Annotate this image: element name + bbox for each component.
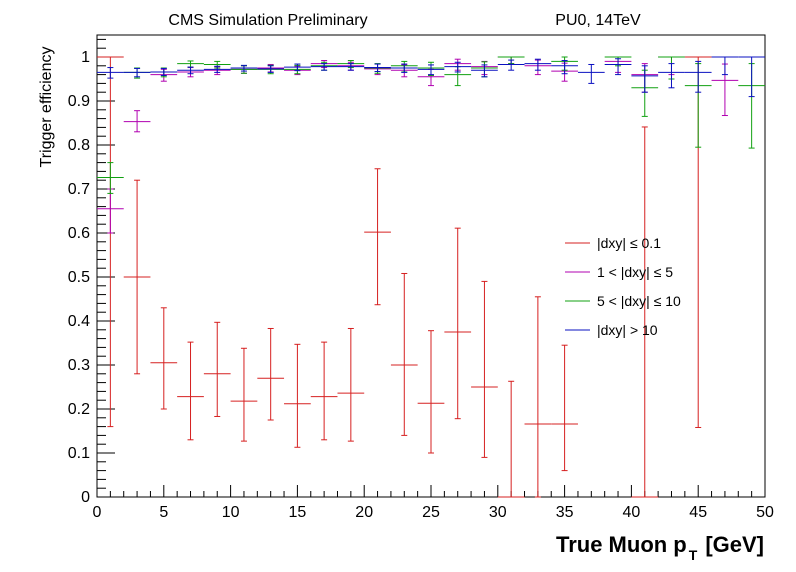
data-point (631, 65, 659, 93)
legend: |dxy| ≤ 0.1 1 < |dxy| ≤ 5 5 < |dxy| ≤ 10 |d… (565, 235, 681, 338)
y-tick-label: 0.3 (68, 357, 90, 374)
y-tick-label: 0.5 (68, 269, 90, 286)
data-point (364, 168, 391, 306)
y-tick-label: 0.1 (68, 445, 90, 462)
data-point (284, 343, 311, 448)
data-point (177, 60, 204, 68)
data-point (417, 64, 445, 76)
data-point (284, 63, 311, 72)
data-point (123, 67, 151, 78)
x-tick-label: 25 (422, 504, 440, 521)
data-point (551, 344, 578, 472)
y-tick-label: 0.7 (68, 181, 90, 198)
chart-title-left: CMS Simulation Preliminary (168, 12, 367, 29)
data-point (658, 63, 685, 89)
x-axis-label-unit: [GeV] (705, 532, 764, 557)
legend-label: |dxy| > 10 (597, 322, 658, 338)
data-point (230, 347, 258, 442)
data-point (471, 280, 498, 458)
data-point (551, 60, 578, 75)
y-axis-label: Trigger efficiency (38, 47, 55, 168)
series-0 (97, 56, 712, 498)
data-point (524, 296, 552, 498)
data-point (97, 56, 124, 428)
x-tick-label: 10 (222, 504, 240, 521)
data-point (257, 327, 285, 421)
data-point (631, 126, 659, 498)
data-point (390, 63, 418, 73)
data-series (97, 56, 765, 498)
data-point (417, 330, 445, 454)
x-tick-label: 40 (623, 504, 641, 521)
legend-label: 5 < |dxy| ≤ 10 (597, 293, 681, 309)
x-tick-label: 15 (289, 504, 307, 521)
data-point (604, 58, 632, 76)
x-tick-label: 20 (355, 504, 373, 521)
y-tick-label: 0.8 (68, 137, 90, 154)
data-point (230, 64, 258, 72)
data-point (497, 59, 525, 71)
data-point (738, 56, 765, 98)
data-point (97, 188, 124, 234)
data-point (310, 341, 338, 441)
legend-label: 1 < |dxy| ≤ 5 (597, 264, 673, 280)
x-tick-label: 30 (489, 504, 507, 521)
series-1 (97, 56, 739, 234)
data-point (497, 380, 525, 498)
data-point (150, 307, 178, 410)
series-3 (97, 56, 765, 98)
data-point (150, 67, 178, 76)
data-point (310, 63, 338, 71)
y-tick-label: 0.4 (68, 313, 90, 330)
data-point (337, 327, 365, 442)
x-axis-label-sub: T (689, 547, 698, 563)
data-point (444, 227, 472, 420)
data-point (471, 64, 498, 78)
data-point (97, 67, 124, 79)
x-tick-label: 45 (689, 504, 707, 521)
y-tick-label: 0.9 (68, 93, 90, 110)
data-point (577, 63, 605, 84)
data-point (177, 341, 204, 441)
y-tick-label: 0 (81, 489, 90, 506)
y-tick-label: 0.2 (68, 401, 90, 418)
data-point (337, 63, 365, 71)
x-tick-label: 0 (93, 504, 102, 521)
x-axis-label-main: True Muon p (556, 532, 687, 557)
chart-title-right: PU0, 14TeV (555, 12, 641, 29)
legend-label: |dxy| ≤ 0.1 (597, 235, 661, 251)
data-point (524, 58, 552, 71)
data-point (203, 65, 231, 73)
data-point (390, 272, 418, 436)
x-axis-label: True Muon p T [GeV] (556, 532, 764, 563)
data-point (97, 162, 124, 194)
data-point (684, 60, 712, 93)
y-tick-label: 0.6 (68, 225, 90, 242)
x-tick-label: 5 (159, 504, 168, 521)
data-point (364, 63, 391, 73)
data-point (123, 179, 151, 375)
data-point (203, 321, 231, 417)
data-point (444, 61, 472, 73)
data-point (257, 65, 285, 73)
x-tick-label: 35 (556, 504, 574, 521)
y-tick-label: 1 (81, 49, 90, 66)
axis-ticks: 0 5 10 15 20 25 30 35 40 45 50 0 0.1 0.2 0.3 0.4 0.5 0.6 0… (68, 38, 774, 521)
data-point (711, 56, 739, 76)
data-point (177, 66, 204, 75)
x-tick-label: 50 (756, 504, 774, 521)
data-point (123, 110, 151, 133)
